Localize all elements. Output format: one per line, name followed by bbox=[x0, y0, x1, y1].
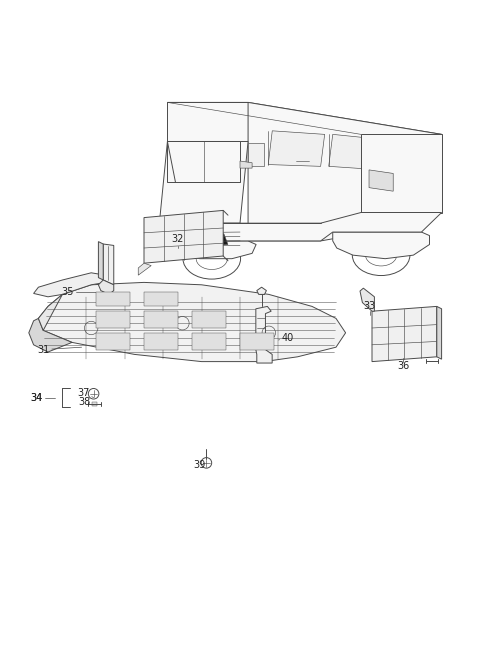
Polygon shape bbox=[138, 263, 151, 276]
Polygon shape bbox=[144, 211, 223, 263]
Polygon shape bbox=[256, 306, 272, 363]
Text: 34: 34 bbox=[30, 392, 42, 403]
Polygon shape bbox=[360, 288, 374, 311]
Bar bbox=[96, 311, 130, 328]
Polygon shape bbox=[389, 138, 433, 173]
Bar bbox=[144, 292, 178, 306]
Polygon shape bbox=[34, 273, 106, 297]
Polygon shape bbox=[29, 318, 72, 352]
Polygon shape bbox=[183, 234, 228, 248]
Bar bbox=[144, 311, 178, 328]
Text: 37: 37 bbox=[78, 388, 90, 398]
Bar bbox=[192, 311, 226, 328]
Bar bbox=[96, 292, 130, 306]
Bar bbox=[192, 333, 226, 350]
Polygon shape bbox=[248, 143, 264, 167]
Text: 34: 34 bbox=[30, 392, 42, 403]
Polygon shape bbox=[248, 102, 442, 241]
Text: 39: 39 bbox=[193, 460, 205, 470]
Polygon shape bbox=[437, 306, 442, 359]
Polygon shape bbox=[329, 134, 385, 170]
Polygon shape bbox=[372, 306, 437, 361]
Ellipse shape bbox=[196, 248, 228, 270]
Polygon shape bbox=[98, 280, 114, 295]
Text: 38: 38 bbox=[78, 398, 90, 407]
Text: 32: 32 bbox=[171, 234, 184, 244]
Polygon shape bbox=[159, 213, 442, 241]
Polygon shape bbox=[369, 170, 393, 191]
Text: 36: 36 bbox=[397, 361, 409, 371]
Polygon shape bbox=[103, 244, 114, 285]
Text: 40: 40 bbox=[282, 333, 294, 342]
Ellipse shape bbox=[183, 238, 240, 279]
Polygon shape bbox=[168, 102, 442, 134]
Polygon shape bbox=[171, 241, 256, 258]
Polygon shape bbox=[268, 131, 324, 167]
Polygon shape bbox=[257, 287, 266, 295]
Text: 35: 35 bbox=[61, 287, 73, 297]
Polygon shape bbox=[361, 134, 442, 213]
Polygon shape bbox=[176, 223, 216, 234]
Bar bbox=[144, 333, 178, 350]
Polygon shape bbox=[168, 142, 240, 182]
Polygon shape bbox=[159, 223, 240, 248]
Text: 33: 33 bbox=[363, 301, 376, 312]
Polygon shape bbox=[168, 102, 248, 142]
Bar bbox=[96, 333, 130, 350]
Polygon shape bbox=[159, 142, 248, 223]
Ellipse shape bbox=[365, 244, 396, 266]
Polygon shape bbox=[38, 282, 346, 361]
Bar bbox=[92, 402, 97, 406]
Polygon shape bbox=[333, 232, 430, 258]
Polygon shape bbox=[240, 161, 252, 168]
Bar bbox=[240, 333, 274, 350]
Polygon shape bbox=[98, 241, 103, 280]
Ellipse shape bbox=[352, 235, 410, 276]
Polygon shape bbox=[171, 143, 240, 182]
Polygon shape bbox=[38, 295, 62, 331]
Text: 31: 31 bbox=[37, 344, 49, 355]
